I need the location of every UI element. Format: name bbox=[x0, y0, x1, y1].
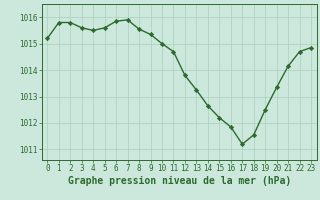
X-axis label: Graphe pression niveau de la mer (hPa): Graphe pression niveau de la mer (hPa) bbox=[68, 176, 291, 186]
